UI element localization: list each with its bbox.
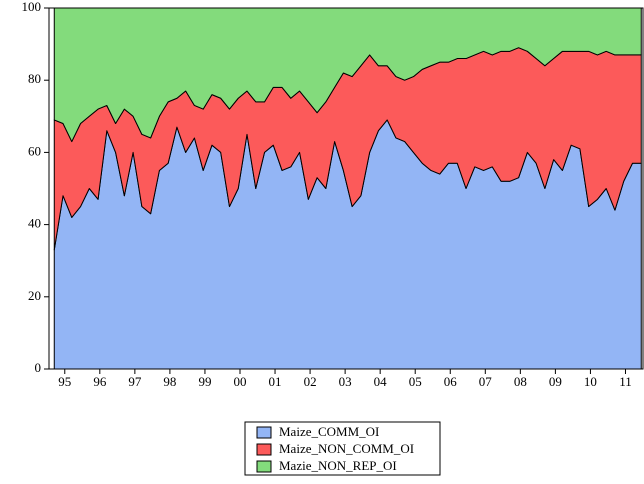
x-tick-label: 11 (619, 374, 632, 389)
y-tick-label: 20 (28, 288, 41, 303)
y-tick-label: 60 (28, 143, 41, 158)
x-tick-label: 04 (374, 374, 388, 389)
y-tick-label: 100 (22, 0, 42, 14)
x-tick-label: 01 (269, 374, 282, 389)
x-tick-label: 98 (163, 374, 176, 389)
x-tick-label: 10 (584, 374, 597, 389)
x-tick-label: 00 (233, 374, 246, 389)
plot-frame (48, 7, 644, 370)
legend-swatch (256, 460, 272, 473)
y-tick-label: 80 (28, 71, 41, 86)
legend-swatch (256, 443, 272, 456)
legend-swatch (256, 426, 272, 439)
x-tick-label: 08 (514, 374, 527, 389)
y-tick-label: 40 (28, 216, 41, 231)
x-tick-label: 02 (304, 374, 317, 389)
legend-box (244, 421, 441, 476)
y-tick-label: 0 (35, 360, 42, 375)
x-tick-label: 05 (409, 374, 422, 389)
legend-label: Maize_COMM_OI (279, 424, 379, 439)
x-tick-label: 99 (198, 374, 211, 389)
legend-label: Mazie_NON_REP_OI (279, 458, 397, 473)
x-tick-label: 97 (128, 374, 142, 389)
x-tick-label: 95 (58, 374, 71, 389)
x-tick-label: 03 (339, 374, 352, 389)
x-tick-label: 09 (549, 374, 562, 389)
x-tick-label: 96 (93, 374, 107, 389)
x-tick-label: 06 (444, 374, 458, 389)
x-tick-label: 07 (479, 374, 493, 389)
legend-label: Maize_NON_COMM_OI (279, 441, 414, 456)
